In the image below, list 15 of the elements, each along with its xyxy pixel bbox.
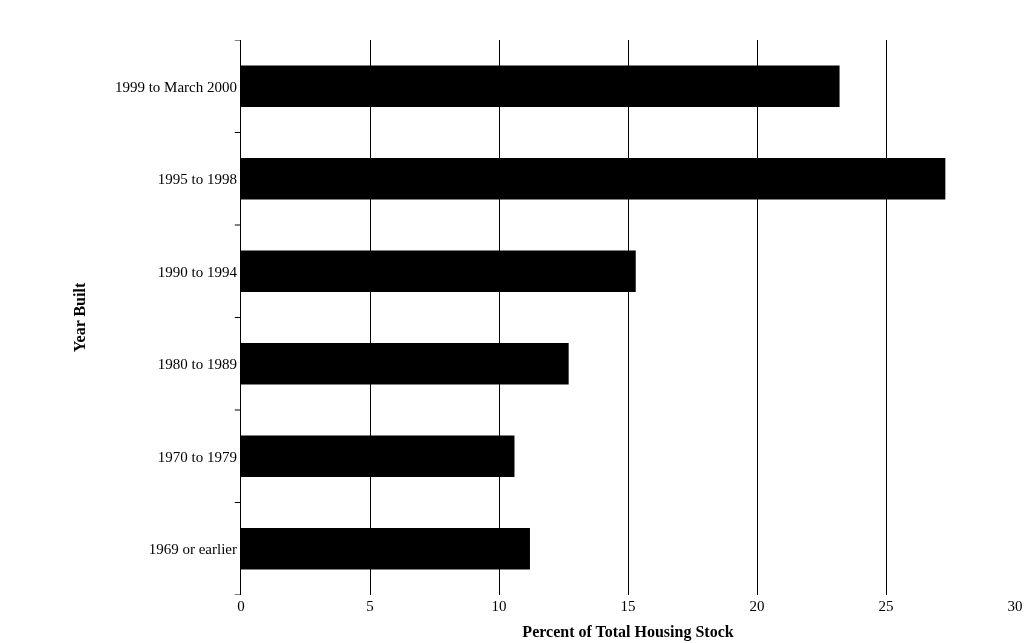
y-tick-label: 1999 to March 2000	[114, 78, 237, 95]
x-tick-label: 10	[491, 598, 507, 614]
x-tick-label: 15	[620, 598, 636, 614]
y-tick-label: 1969 or earlier	[148, 541, 237, 557]
x-tick-label: 5	[366, 598, 374, 614]
y-axis-title: Year Built	[70, 282, 88, 353]
y-tick-label: 1995 to 1998	[157, 171, 237, 187]
x-tick-label: 20	[749, 598, 765, 614]
y-tick-label: 1970 to 1979	[157, 448, 237, 465]
y-tick-label: 1980 to 1989	[157, 356, 237, 372]
y-tick-label: 1990 to 1994	[157, 263, 238, 280]
x-tick-label: 0	[237, 598, 245, 614]
x-tick-label: 25	[878, 598, 894, 614]
x-tick-label: 30	[1007, 598, 1023, 614]
x-axis-title: Percent of Total Housing Stock	[522, 622, 734, 641]
